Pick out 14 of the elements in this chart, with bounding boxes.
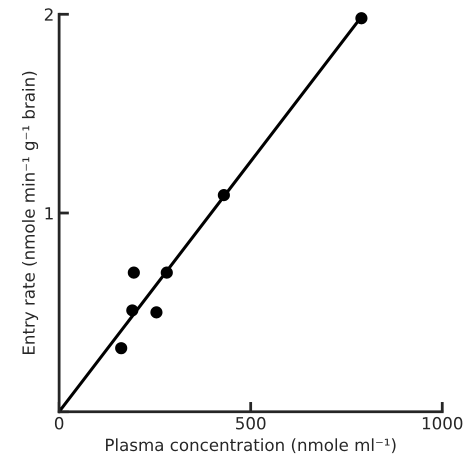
x-tick-label: 500 bbox=[236, 416, 266, 430]
y-tick-label: 1 bbox=[45, 207, 53, 220]
point bbox=[218, 189, 230, 202]
x-tick-label: 1000 bbox=[422, 416, 462, 430]
point bbox=[126, 304, 138, 316]
point bbox=[128, 266, 140, 279]
y-tick-label: 2 bbox=[44, 8, 53, 21]
point bbox=[160, 266, 173, 279]
x-axis-title: Plasma concentration (nmole ml⁻¹) bbox=[106, 438, 396, 454]
x-tick-label: 0 bbox=[54, 416, 64, 430]
point bbox=[355, 12, 368, 24]
point bbox=[150, 306, 163, 318]
point bbox=[115, 342, 128, 354]
y-axis-title: Entry rate (nmole min⁻¹ g⁻¹ brain) bbox=[22, 72, 38, 354]
